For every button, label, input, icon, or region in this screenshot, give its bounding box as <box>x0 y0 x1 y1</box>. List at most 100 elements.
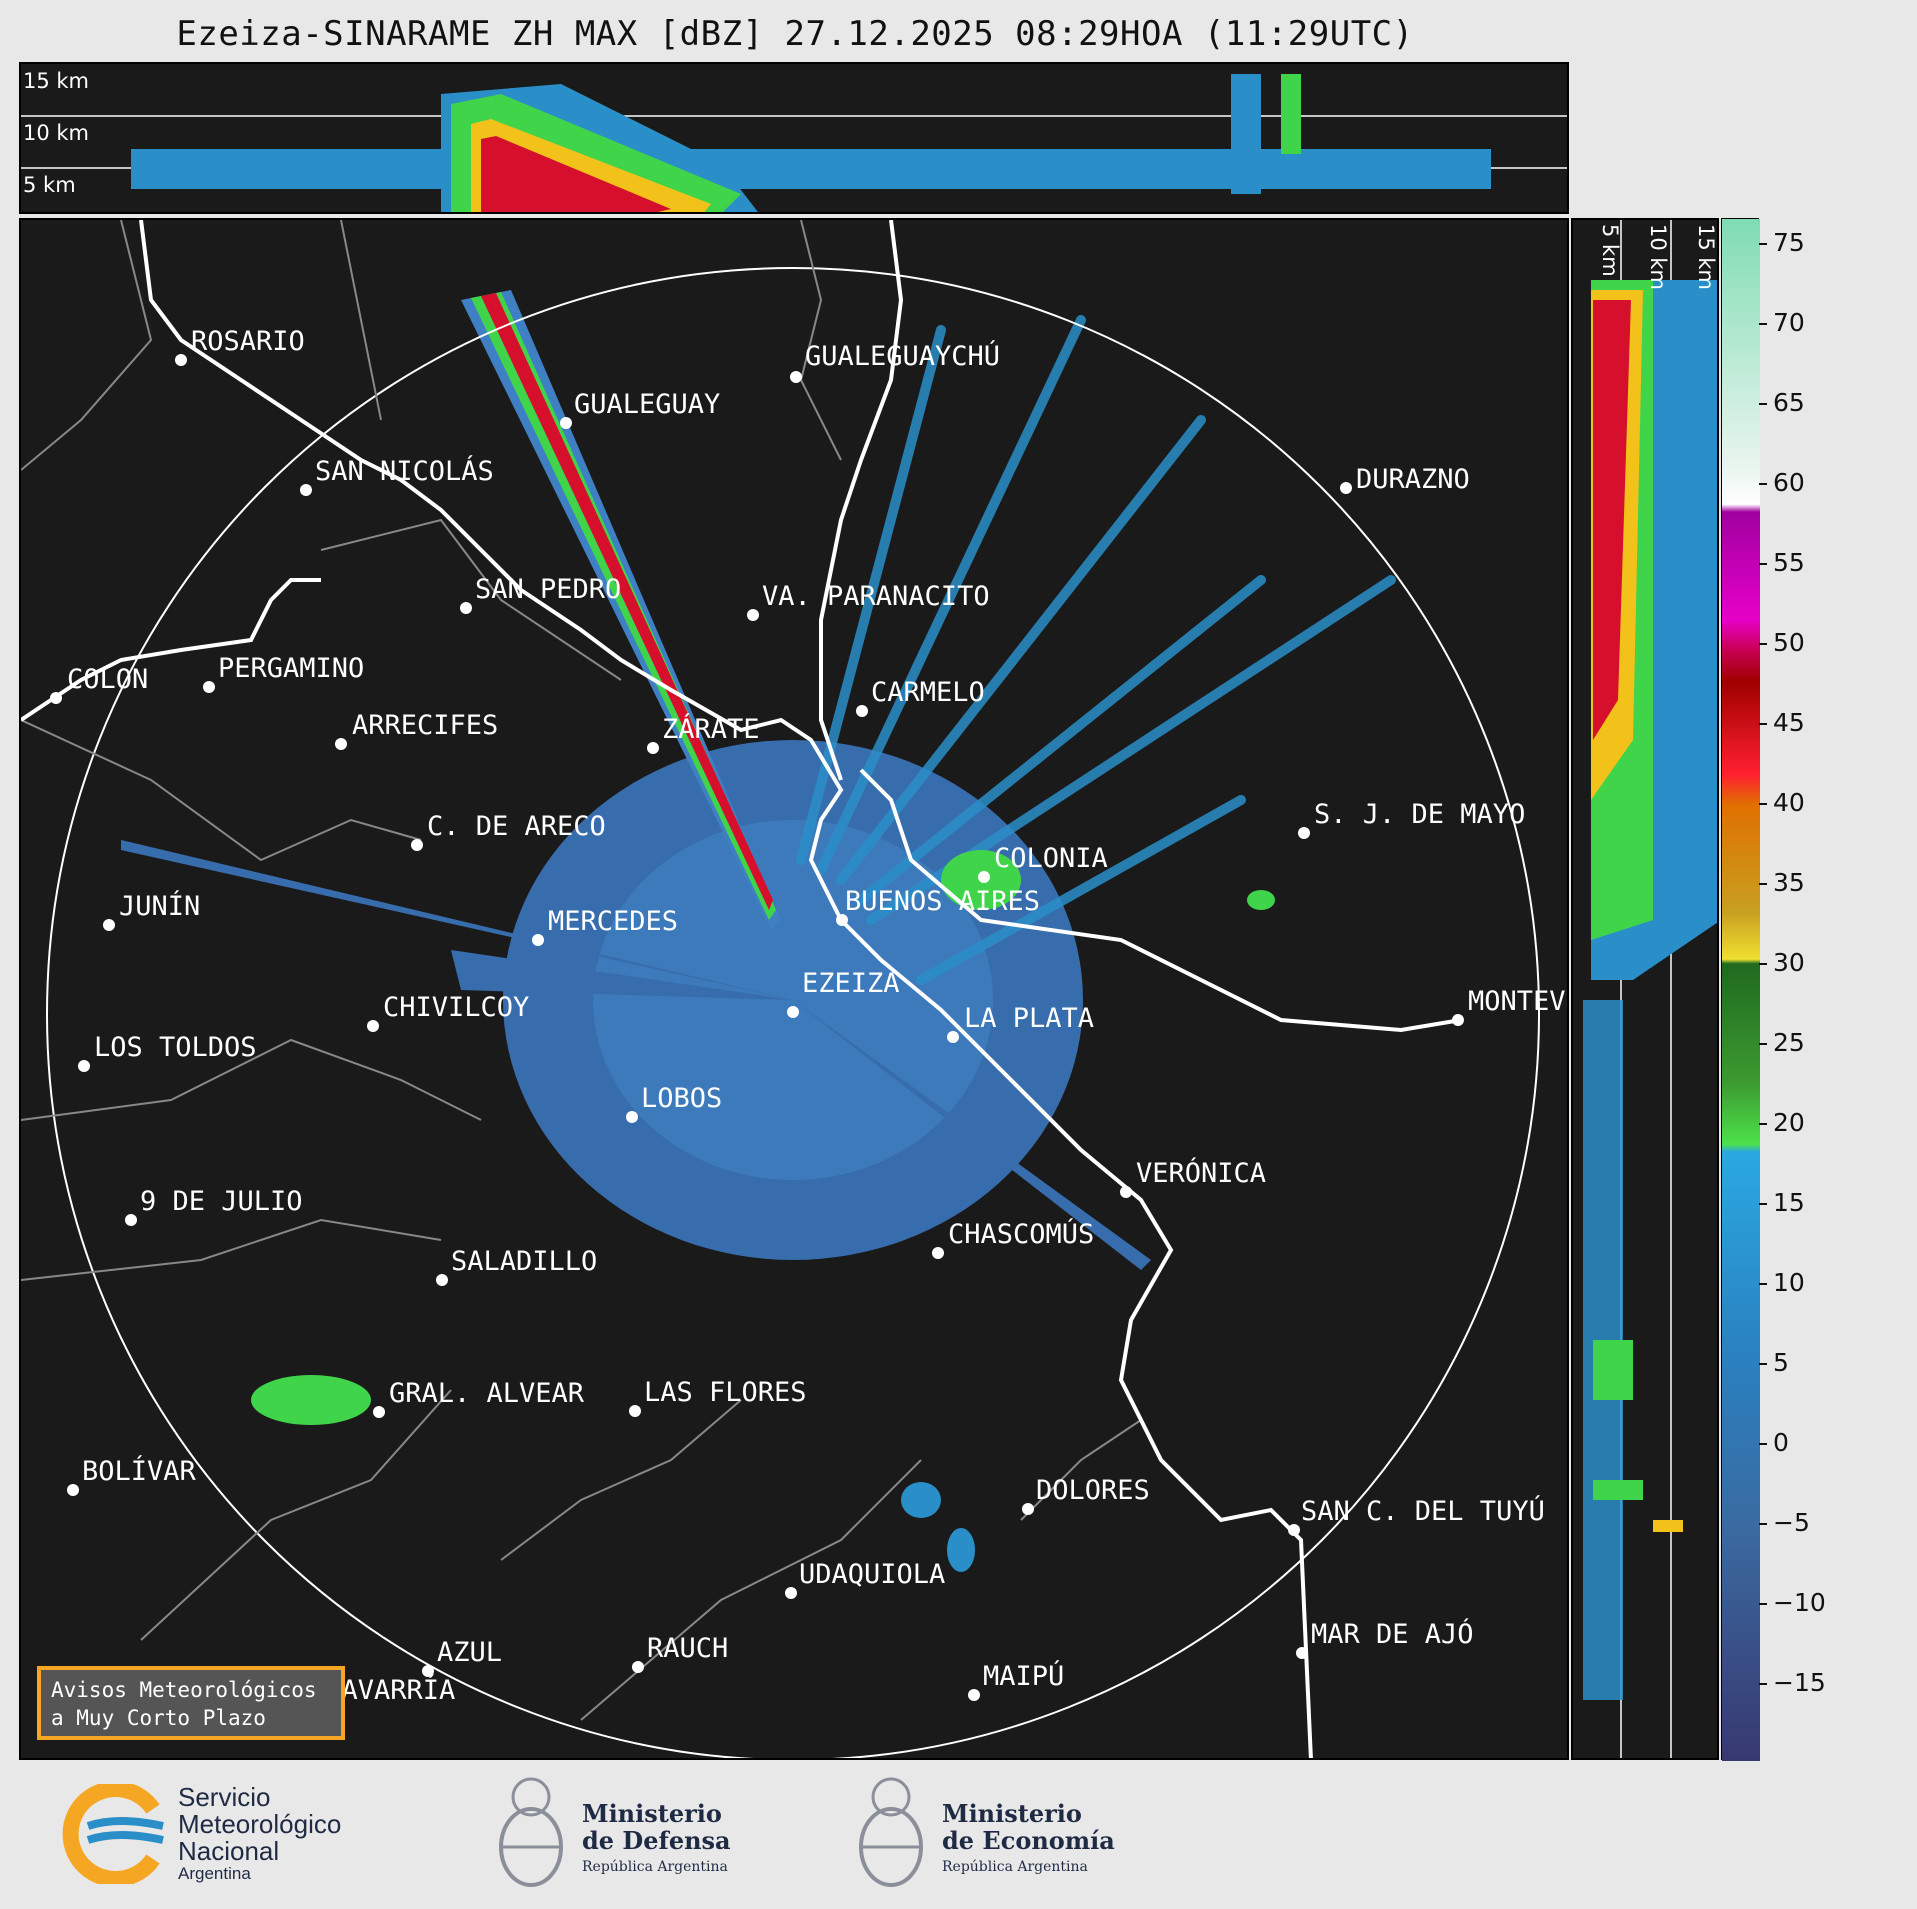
city-label: VA. PARANACITO <box>762 581 990 612</box>
page-title: Ezeiza-SINARAME ZH MAX [dBZ] 27.12.2025 … <box>176 14 1414 54</box>
city-label: GRAL. ALVEAR <box>389 1378 585 1409</box>
colorbar-tick: 5 <box>1759 1348 1789 1377</box>
echo-band-red <box>481 136 671 212</box>
city-label: MONTEV <box>1468 986 1566 1017</box>
shield-icon <box>859 1777 923 1887</box>
defensa-logo: Ministerio de Defensa República Argentin… <box>495 1772 755 1892</box>
colorbar-tick: 55 <box>1759 548 1805 577</box>
city-label: DOLORES <box>1036 1475 1150 1506</box>
city-label: GUALEGUAY <box>574 389 720 420</box>
colorbar-tick: 70 <box>1759 308 1805 337</box>
shield-icon <box>499 1777 563 1887</box>
city-label: LAS FLORES <box>644 1377 807 1408</box>
city-label: 9 DE JULIO <box>140 1186 303 1217</box>
echo-column-2 <box>1281 74 1301 154</box>
smn-line-2: Meteorológico <box>178 1809 342 1839</box>
economia-logo: Ministerio de Economía República Argenti… <box>855 1772 1125 1892</box>
city-markers <box>50 354 1464 1715</box>
height-label-10: 10 km <box>23 121 89 145</box>
colorbar <box>1721 218 1760 1761</box>
city-label: SAN C. DEL TUYÚ <box>1301 1495 1545 1527</box>
city-label: C. DE ARECO <box>427 811 606 842</box>
city-label: COLON <box>67 664 148 695</box>
colorbar-graphic <box>1722 219 1760 1761</box>
city-label: CHIVILCOY <box>383 992 529 1023</box>
smn-logo: Servicio Meteorológico Nacional Argentin… <box>58 1784 398 1884</box>
top-cross-section: 15 km 10 km 5 km <box>19 62 1569 214</box>
city-labels: ROSARIO GUALEGUAYCHÚ GUALEGUAY SAN NICOL… <box>67 326 1566 1706</box>
city-label: COLONIA <box>994 843 1108 874</box>
city-label: GUALEGUAYCHÚ <box>805 340 1000 372</box>
colorbar-tick: 35 <box>1759 868 1805 897</box>
side-cross-section: 5 km 10 km 15 km <box>1571 218 1719 1760</box>
city-label: BOLÍVAR <box>82 1455 197 1487</box>
radar-map[interactable]: ROSARIO GUALEGUAYCHÚ GUALEGUAY SAN NICOL… <box>19 218 1569 1760</box>
city-label: PERGAMINO <box>218 653 364 684</box>
radar-map-graphic: ROSARIO GUALEGUAYCHÚ GUALEGUAY SAN NICOL… <box>21 220 1566 1758</box>
city-label: AZUL <box>437 1637 502 1668</box>
city-label: UDAQUIOLA <box>799 1559 945 1590</box>
defensa-line-3: República Argentina <box>582 1859 728 1875</box>
city-label: LOBOS <box>641 1083 722 1114</box>
colorbar-tick: 65 <box>1759 388 1805 417</box>
smn-line-3: Nacional <box>178 1836 280 1866</box>
defensa-line-2: de Defensa <box>582 1826 731 1855</box>
side-cross-section-graphic: 5 km 10 km 15 km <box>1583 220 1718 1758</box>
colorbar-tick: −5 <box>1759 1508 1810 1537</box>
city-label: CHASCOMÚS <box>948 1218 1094 1250</box>
colorbar-tick: 25 <box>1759 1028 1805 1057</box>
city-label: SAN NICOLÁS <box>315 455 494 487</box>
height-label-10: 10 km <box>1646 224 1670 290</box>
top-cross-section-graphic: 15 km 10 km 5 km <box>21 69 1567 212</box>
province-borders <box>21 220 1142 1721</box>
city-label: MAR DE AJÓ <box>1311 1618 1474 1650</box>
colorbar-tick: 45 <box>1759 708 1805 737</box>
smn-line-1: Servicio <box>178 1782 271 1812</box>
city-label: EZEIZA <box>802 968 900 999</box>
colorbar-tick: 75 <box>1759 228 1805 257</box>
smn-line-4: Argentina <box>178 1864 251 1883</box>
height-label-15: 15 km <box>23 69 89 93</box>
city-label: DURAZNO <box>1356 464 1470 495</box>
height-label-5: 5 km <box>1598 224 1622 277</box>
colorbar-tick: 40 <box>1759 788 1805 817</box>
colorbar-tick: −15 <box>1759 1668 1826 1697</box>
colorbar-tick: 30 <box>1759 948 1805 977</box>
city-label: ROSARIO <box>191 326 305 357</box>
city-label: SALADILLO <box>451 1246 597 1277</box>
city-label: MAIPÚ <box>983 1660 1064 1692</box>
city-label: ZÁRATE <box>662 713 760 745</box>
colorbar-tick: 0 <box>1759 1428 1789 1457</box>
colorbar-tick: 10 <box>1759 1268 1805 1297</box>
range-ring <box>46 267 1540 1758</box>
economia-line-1: Ministerio <box>942 1799 1082 1828</box>
city-label: CARMELO <box>871 677 985 708</box>
smn-logo-icon <box>62 1784 164 1884</box>
colorbar-tick: 60 <box>1759 468 1805 497</box>
height-label-15: 15 km <box>1694 224 1718 290</box>
city-label: BUENOS AIRES <box>845 886 1040 917</box>
city-label: JUNÍN <box>119 890 200 922</box>
colorbar-tick: 50 <box>1759 628 1805 657</box>
height-label-5: 5 km <box>23 173 76 197</box>
notice-line-2: a Muy Corto Plazo <box>51 1706 266 1730</box>
radar-echo-streaks <box>796 315 1396 985</box>
colorbar-tick: 20 <box>1759 1108 1805 1137</box>
city-label: VERÓNICA <box>1136 1157 1266 1189</box>
city-label: LOS TOLDOS <box>94 1032 257 1063</box>
notice-line-1: Avisos Meteorológicos <box>51 1678 317 1702</box>
echo-band-low <box>131 149 1491 189</box>
radar-echo-spoke <box>461 290 781 930</box>
coastline <box>21 220 1462 1758</box>
city-label: RAUCH <box>647 1633 728 1664</box>
economia-line-2: de Economía <box>942 1826 1115 1855</box>
city-label: S. J. DE MAYO <box>1314 799 1525 830</box>
echo-column-1 <box>1231 74 1261 194</box>
notice-box[interactable]: Avisos Meteorológicos a Muy Corto Plazo <box>37 1666 345 1740</box>
economia-line-3: República Argentina <box>942 1859 1088 1875</box>
city-label: LA PLATA <box>964 1003 1094 1034</box>
colorbar-tick: 15 <box>1759 1188 1805 1217</box>
colorbar-tick: −10 <box>1759 1588 1826 1617</box>
city-label: ARRECIFES <box>352 710 498 741</box>
city-label: MERCEDES <box>548 906 678 937</box>
